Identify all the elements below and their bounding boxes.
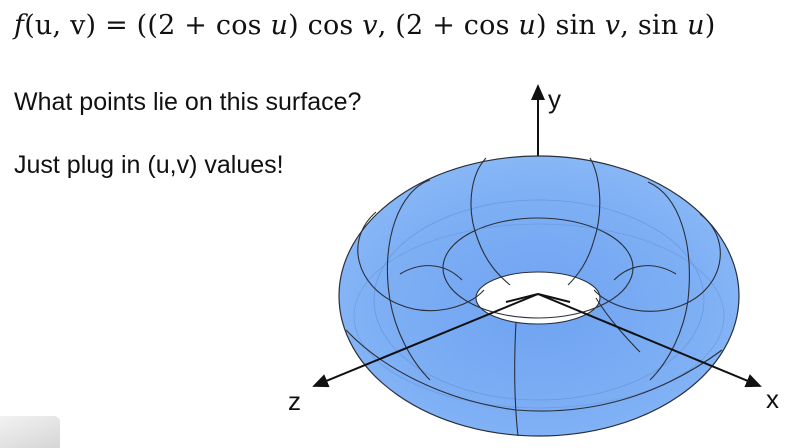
torus-mesh-lines xyxy=(345,157,723,437)
formula-var-u: u xyxy=(518,10,537,41)
formula-var-u: u xyxy=(270,10,289,41)
formula-var-v: v xyxy=(604,10,621,41)
question-text: What points lie on this surface? xyxy=(14,88,362,116)
formula-args: (u, v) xyxy=(24,10,97,41)
formula-equals: = xyxy=(96,10,137,41)
torus-surface xyxy=(338,155,740,437)
formula-body-mid4: , sin xyxy=(620,10,688,41)
torus-hole xyxy=(475,271,601,325)
axis-stub-right xyxy=(537,293,571,303)
z-axis-label: z xyxy=(288,386,301,416)
surface-formula: f(u, v) = ((2 + cos u) cos v, (2 + cos u… xyxy=(14,10,715,41)
y-axis-label: y xyxy=(548,84,561,114)
hint-text: Just plug in (u,v) values! xyxy=(14,151,284,179)
formula-body-mid3: ) sin xyxy=(536,10,605,41)
axis-stub-left xyxy=(505,293,539,303)
formula-body-end: ) xyxy=(704,10,716,41)
z-axis-arrow xyxy=(312,293,539,388)
formula-var-v: v xyxy=(362,10,378,41)
x-axis-arrow xyxy=(537,293,762,388)
formula-function-name: f xyxy=(14,10,25,41)
corner-thumbnail xyxy=(0,416,60,448)
axes xyxy=(312,84,762,388)
formula-body-mid1: ) cos xyxy=(288,10,363,41)
x-axis-label: x xyxy=(766,384,779,414)
formula-var-u: u xyxy=(687,10,705,41)
formula-body-start: ((2 + cos xyxy=(136,10,271,41)
formula-body-mid2: , (2 + cos xyxy=(377,10,519,41)
